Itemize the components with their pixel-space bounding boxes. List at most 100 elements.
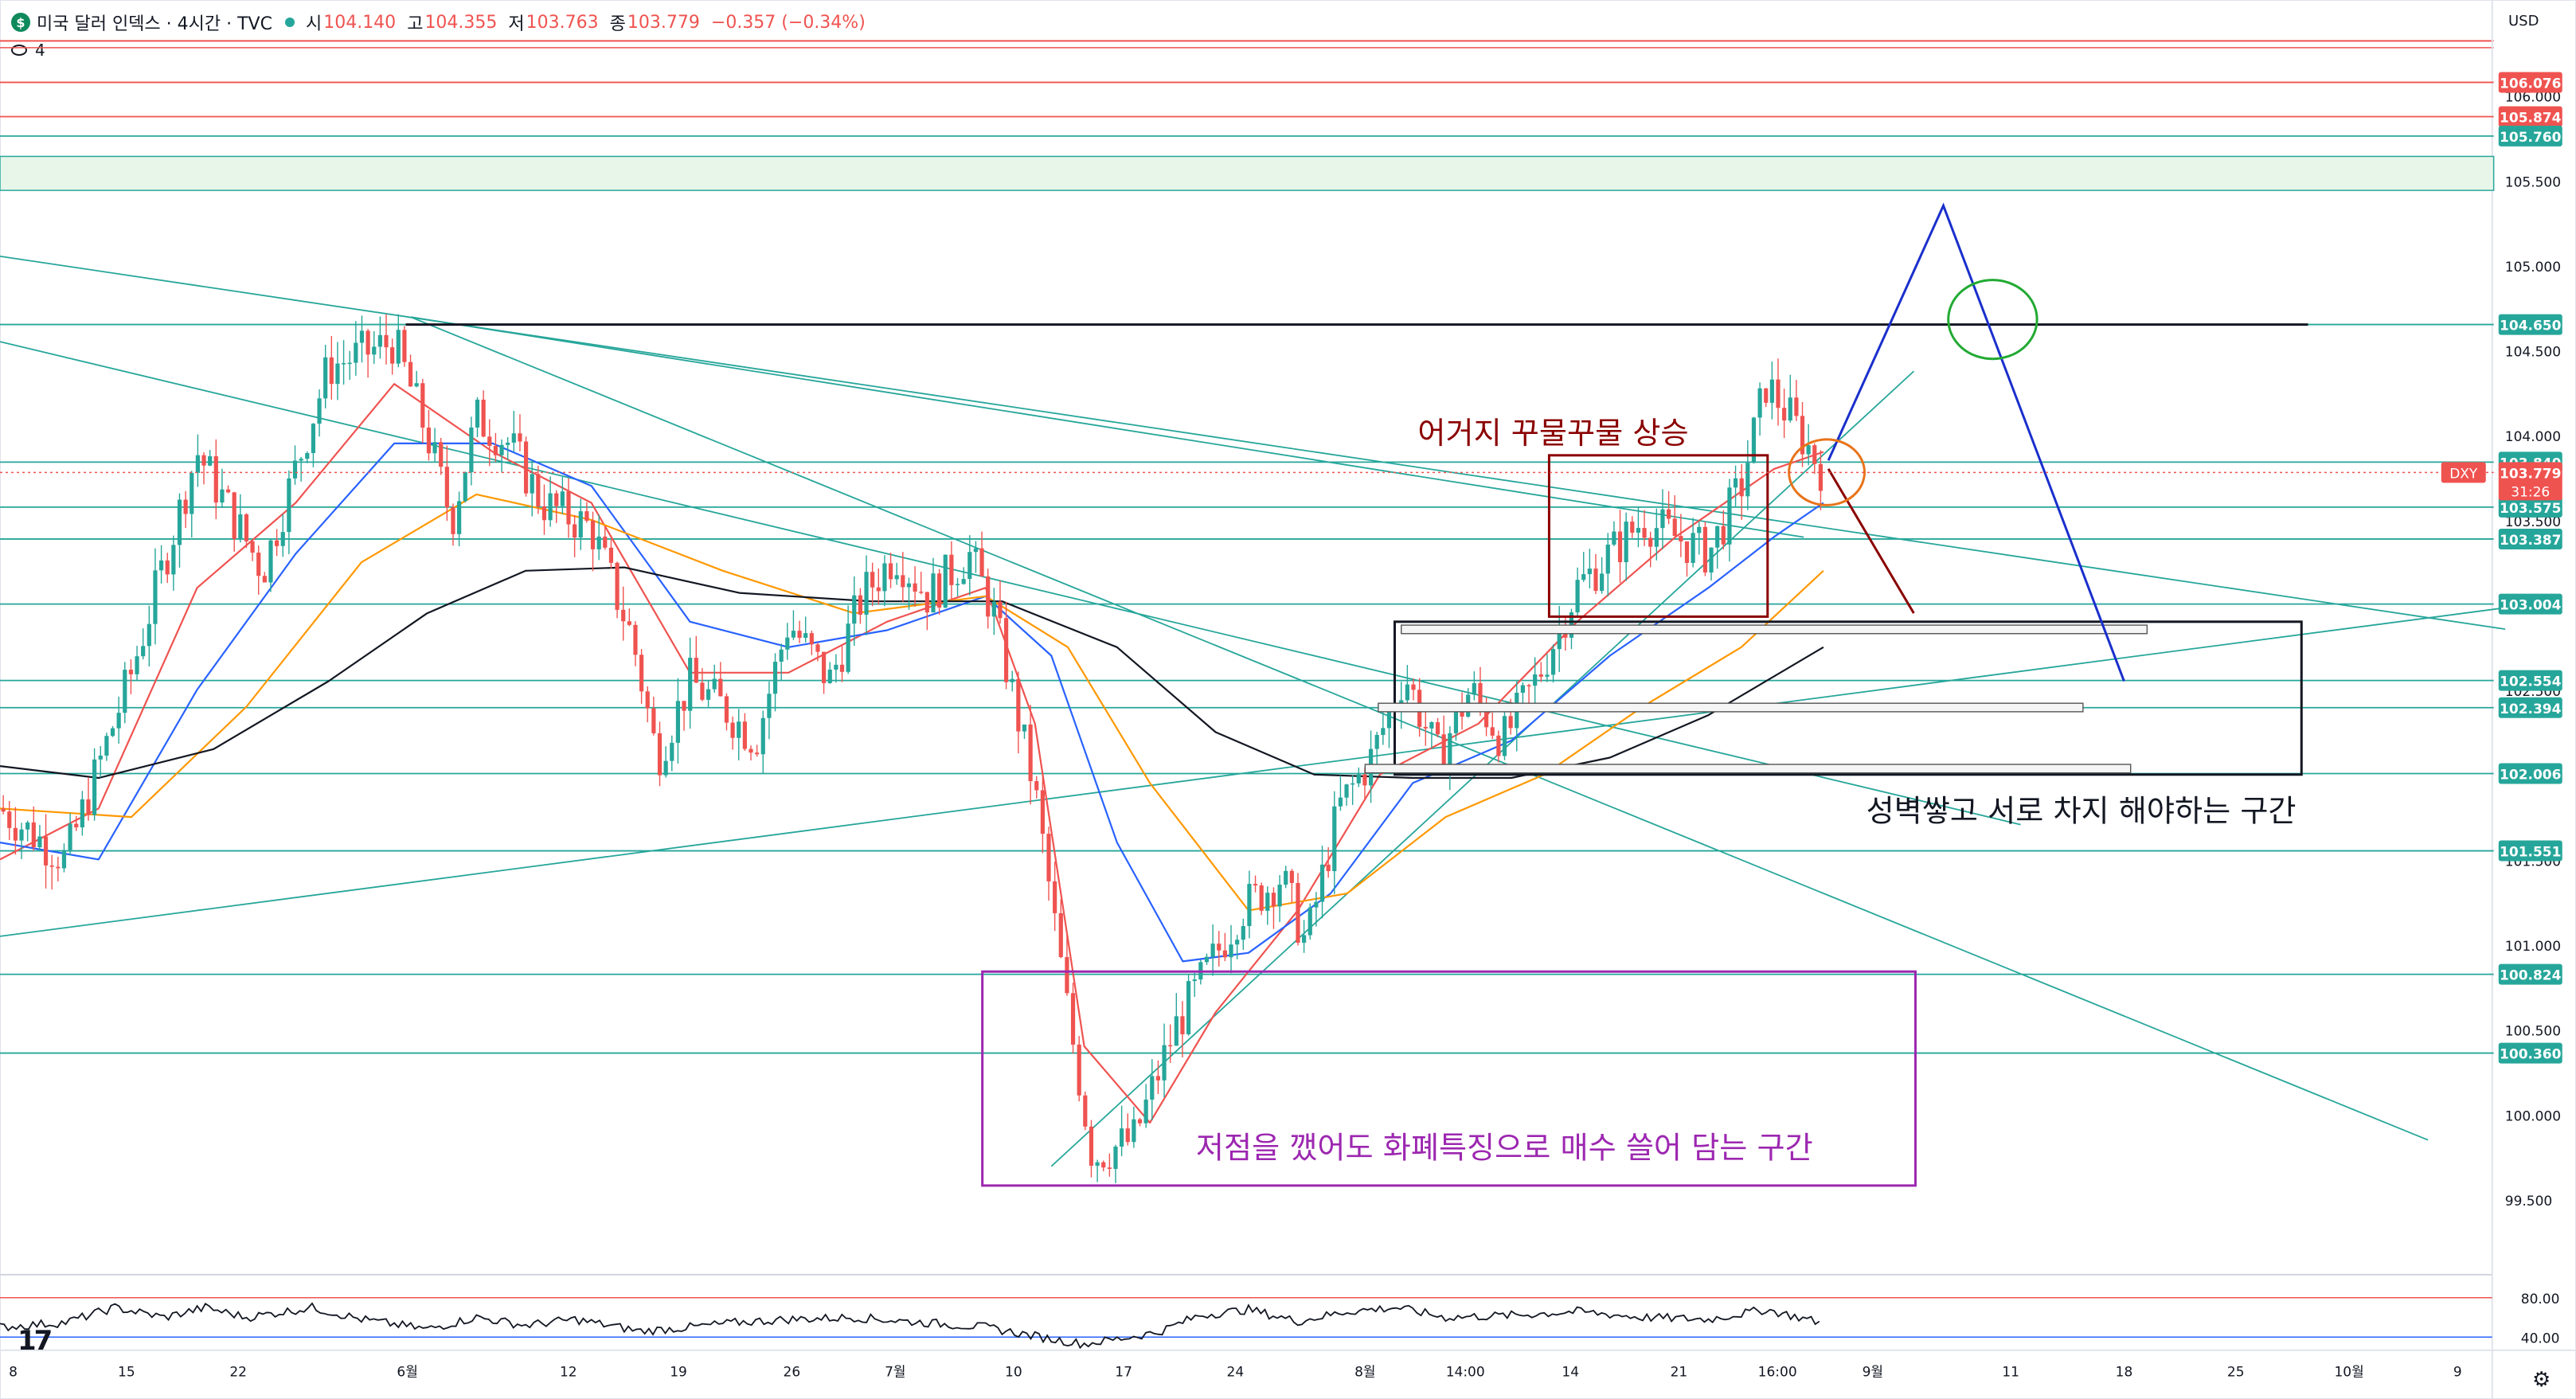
candle-body: [688, 658, 693, 711]
candle-body: [590, 520, 596, 549]
candle-body: [1691, 533, 1695, 563]
candle-body: [190, 472, 194, 514]
candle-body: [165, 560, 170, 575]
candle-body: [943, 554, 948, 608]
candle-body: [1423, 726, 1428, 729]
candle-body: [536, 474, 541, 506]
y-tick-label: 105.500: [2505, 174, 2561, 190]
candle-body: [469, 427, 474, 473]
candle-body: [1727, 487, 1732, 545]
x-tick-label: 10월: [2334, 1364, 2363, 1380]
candle-body: [49, 865, 54, 867]
chart-header: $ 미국 달러 인덱스 · 4시간 · TVC 시 104.140 고 104.…: [11, 10, 877, 35]
candle-body: [627, 621, 631, 625]
moving-average-line: [0, 442, 1824, 963]
candle-body: [1137, 1119, 1143, 1123]
candle-body: [1800, 416, 1805, 455]
candle-body: [779, 649, 784, 662]
candle-body: [1150, 1076, 1155, 1100]
candle-body: [1095, 1162, 1100, 1166]
candle-body: [1326, 864, 1331, 872]
fortress-zone-box: [1393, 620, 2303, 776]
symbol-title[interactable]: 미국 달러 인덱스 · 4시간 · TVC: [37, 14, 272, 34]
candle-body: [457, 501, 462, 534]
candle-body: [1666, 509, 1671, 519]
candle-body: [201, 455, 206, 466]
candle-body: [573, 524, 577, 538]
candle-body: [518, 433, 522, 442]
x-tick-label: 14: [1562, 1364, 1579, 1380]
candle-body: [1168, 1045, 1173, 1047]
candle-body: [1289, 870, 1294, 883]
candle-body: [742, 721, 747, 749]
candle-body: [444, 467, 449, 508]
candle-body: [657, 733, 663, 776]
candle-body: [7, 811, 12, 828]
candle-body: [645, 691, 650, 709]
trendline: [0, 255, 2506, 631]
open-value: 104.140: [323, 12, 397, 33]
candle-body: [1089, 1126, 1094, 1166]
y-tick-label: 99.500: [2505, 1194, 2552, 1209]
candle-body: [1472, 682, 1476, 695]
candle-body: [760, 717, 765, 755]
candle-body: [639, 655, 644, 692]
x-tick-label: 15: [118, 1364, 135, 1380]
indicator-count[interactable]: 4: [35, 41, 45, 60]
symbol-tag: [2441, 462, 2486, 483]
x-tick-label: 21: [1671, 1364, 1688, 1380]
price-tag: [2498, 593, 2562, 615]
candle-body: [195, 455, 200, 473]
candle-body: [86, 799, 91, 815]
candle-body: [603, 536, 608, 548]
candle-body: [560, 491, 565, 506]
candle-body: [967, 552, 972, 580]
candle-body: [1478, 682, 1483, 704]
high-label: 고: [407, 14, 424, 34]
candle-body: [870, 572, 875, 588]
annotation-text: 저점을 깼어도 화폐특징으로 매수 쓸어 담는 구간: [1196, 1130, 1813, 1165]
thin-zone: [1364, 764, 2132, 774]
x-tick-label: 9: [2453, 1364, 2462, 1380]
candle-body: [128, 670, 134, 674]
candle-body: [1642, 528, 1647, 538]
price-tag: [2498, 314, 2562, 335]
candle-body: [901, 575, 905, 588]
candle-body: [1356, 774, 1361, 784]
candle-body: [1381, 728, 1386, 735]
eye-icon[interactable]: [11, 45, 27, 56]
candle-body: [839, 664, 845, 672]
candle-body: [414, 383, 419, 387]
candle-body: [1654, 528, 1659, 547]
candles: [1, 314, 1824, 1184]
candle-body: [1709, 547, 1714, 572]
y-tick-label: 100.000: [2505, 1108, 2561, 1124]
candle-body: [1484, 703, 1489, 728]
y-tick-label: 106.000: [2505, 90, 2561, 106]
candle-body: [1070, 993, 1076, 1045]
candle-body: [1702, 526, 1707, 572]
moving-average-line: [0, 383, 1824, 1124]
candle-body: [578, 511, 583, 538]
low-label: 저: [508, 14, 525, 34]
rsi-pane: 80.00 40.00: [0, 1292, 2559, 1350]
projection-alt-path: [1827, 468, 1915, 614]
currency-label[interactable]: USD: [2508, 13, 2539, 29]
price-tag-label: 100.824: [2500, 968, 2562, 984]
indicator-row[interactable]: 4: [11, 40, 45, 61]
candle-body: [1277, 885, 1282, 907]
candle-body: [834, 664, 838, 670]
price-tag-label: 103.575: [2500, 501, 2561, 517]
x-tick-label: 18: [2116, 1364, 2133, 1380]
candle-body: [682, 701, 686, 711]
y-tick-label: 104.500: [2505, 345, 2561, 361]
price-tag-label: 106.076: [2500, 76, 2561, 92]
candle-body: [1314, 901, 1319, 908]
candle-body: [991, 601, 996, 617]
gear-icon[interactable]: ⚙: [2532, 1368, 2551, 1392]
candle-body: [1612, 531, 1616, 545]
candle-body: [888, 563, 893, 580]
candle-body: [1769, 379, 1774, 403]
candle-body: [1235, 940, 1240, 945]
